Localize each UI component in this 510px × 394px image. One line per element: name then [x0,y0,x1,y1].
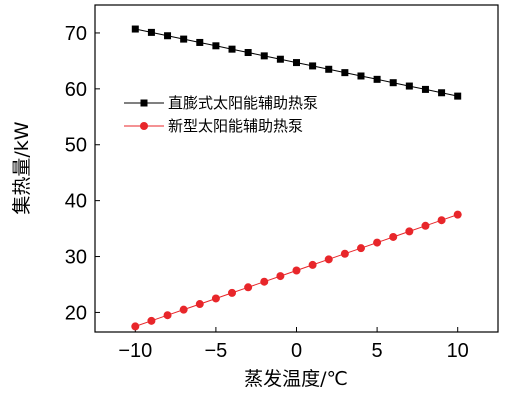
series-1-point [228,45,236,53]
series-1-point [164,32,172,40]
series-2-point [405,227,414,236]
series-2-point [195,300,204,309]
series-2-point [163,311,172,320]
legend-marker [140,122,148,130]
series-1-point [212,42,220,50]
legend-label: 直膨式太阳能辅助热泵 [168,94,318,112]
series-1-point [454,92,462,100]
series-2-point [244,283,253,292]
series-2-point [179,305,188,314]
series-2-point [276,272,285,281]
x-tick-label: 5 [372,340,383,362]
y-tick-label: 60 [65,79,87,101]
x-tick-label: 10 [447,340,469,362]
y-axis-title: 集热量/kW [11,121,33,214]
series-1-point [421,85,429,93]
x-tick-label: −5 [204,340,227,362]
y-tick-label: 50 [65,135,87,157]
series-2-point [228,288,237,297]
series-1-point [389,79,397,87]
series-2 [131,210,462,331]
y-tick-label: 40 [65,191,87,213]
series-1 [131,25,462,100]
axis-ticks: −10 −5 0 5 10 20 30 40 50 60 70 [65,23,469,362]
series-1-point [325,65,333,73]
series-layer [131,25,462,331]
series-2-point [308,260,317,269]
series-2-point [389,232,398,241]
series-1-point [276,55,284,63]
series-2-point [340,249,349,258]
x-axis-title: 蒸发温度/℃ [244,368,348,390]
series-2-point [292,266,301,275]
series-1-point [438,89,446,97]
series-2-point [373,238,382,247]
y-tick-label: 30 [65,247,87,269]
legend-marker [140,99,148,107]
series-2-point [324,255,333,264]
series-2-point [356,244,365,253]
legend-item-1: 直膨式太阳能辅助热泵 [124,94,318,112]
series-2-point [437,216,446,225]
series-1-point [244,49,252,57]
series-1-point [147,28,155,36]
series-1-point [405,82,413,90]
y-tick-label: 20 [65,302,87,324]
legend-label: 新型太阳能辅助热泵 [168,117,303,135]
series-2-point [453,210,462,219]
series-1-point [180,35,188,43]
series-1-point [309,62,317,70]
legend-item-2: 新型太阳能辅助热泵 [124,117,303,135]
series-2-point [260,277,269,286]
x-tick-label: 0 [291,340,302,362]
series-2-point [421,221,430,230]
series-1-point [196,38,204,46]
series-1-point [131,25,139,33]
series-2-point [147,316,156,325]
series-2-point [131,322,140,331]
series-1-point [357,72,365,80]
plot-frame [94,4,499,333]
series-1-point [341,69,349,77]
series-1-point [260,52,268,60]
series-1-point [373,75,381,83]
x-tick-label: −10 [118,340,152,362]
y-tick-label: 70 [65,23,87,45]
series-1-point [293,59,300,67]
series-2-point [211,294,220,303]
